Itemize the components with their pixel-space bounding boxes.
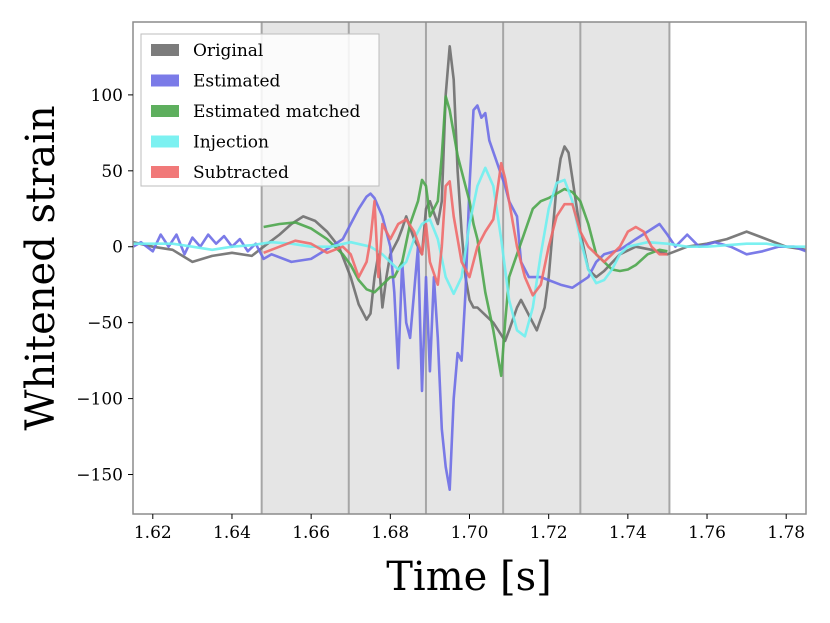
legend-label: Estimated matched — [193, 102, 360, 122]
y-tick-label: 50 — [101, 162, 123, 182]
x-tick-label: 1.70 — [451, 523, 489, 543]
x-tick-label: 1.72 — [530, 523, 568, 543]
y-tick-label: −50 — [87, 314, 123, 334]
y-tick-label: 100 — [91, 86, 123, 106]
shaded-segment — [503, 22, 581, 514]
series-lines — [133, 45, 806, 491]
shaded-segment — [580, 22, 670, 514]
x-tick-label: 1.78 — [767, 523, 805, 543]
legend-swatch — [151, 135, 179, 148]
y-tick-label: −150 — [76, 466, 123, 486]
y-tick-label: −100 — [76, 390, 123, 410]
x-tick-label: 1.74 — [609, 523, 647, 543]
series-line-injection — [133, 166, 806, 338]
series-line-estimated-matched — [263, 95, 668, 378]
legend-label: Original — [193, 41, 263, 61]
legend-swatch — [151, 105, 179, 117]
y-axis-ticks: 100 50 0 −50 −100 −150 — [76, 86, 133, 486]
legend-swatch — [151, 74, 179, 87]
series-line-original — [133, 45, 806, 343]
x-tick-label: 1.76 — [688, 523, 726, 543]
x-tick-label: 1.62 — [134, 523, 172, 543]
x-axis-ticks: 1.62 1.64 1.66 1.68 1.70 1.72 1.74 1.76 1.78 — [134, 514, 805, 543]
legend-label: Subtracted — [193, 163, 289, 183]
y-tick-label: 0 — [112, 238, 123, 258]
x-tick-label: 1.64 — [213, 523, 251, 543]
legend-box — [140, 33, 380, 187]
legend: Original Estimated Estimated matched Inject… — [140, 33, 380, 187]
x-axis-label: Time [s] — [386, 554, 552, 600]
legend-swatch — [151, 166, 179, 178]
series-line-subtracted — [263, 161, 668, 297]
legend-swatch — [151, 44, 179, 56]
x-tick-label: 1.68 — [371, 523, 409, 543]
legend-label: Estimated — [193, 72, 281, 92]
y-axis-label: Whitened strain — [18, 105, 64, 430]
legend-label: Injection — [193, 133, 269, 153]
x-tick-label: 1.66 — [292, 523, 330, 543]
